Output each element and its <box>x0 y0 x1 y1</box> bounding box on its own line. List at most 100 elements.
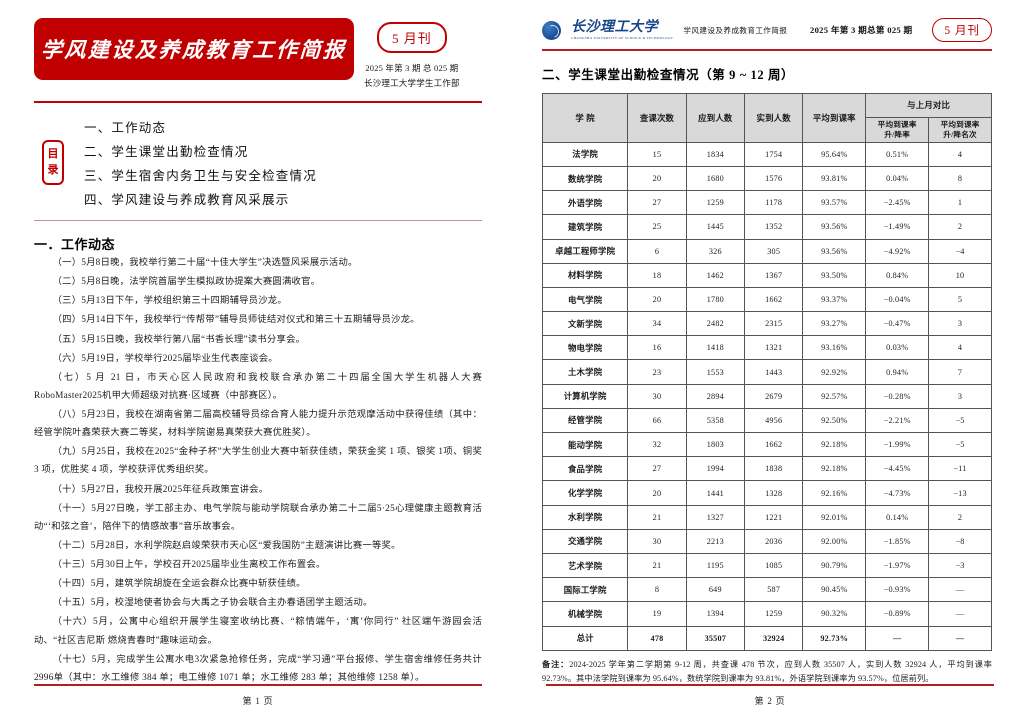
cell-value: 1553 <box>685 359 746 385</box>
cell-value: 19 <box>627 601 687 627</box>
masthead-meta: 5 月刊 2025 年第 3 期 总 025 期 长沙理工大学学生工作部 <box>364 18 460 89</box>
cell-value: 1259 <box>744 601 804 627</box>
cell-value: 1576 <box>744 165 804 192</box>
table-row: 计算机学院 30 2894 2679 92.57% −0.28% 3 <box>541 383 992 409</box>
cell-value: 4956 <box>744 407 804 434</box>
cell-college: 建筑学院 <box>541 214 629 240</box>
paragraph: （四）5月14日下午，我校举行“传帮带”辅导员师徒结对仪式和第三十五期辅导员沙龙… <box>52 315 420 326</box>
cell-value: 92.18% <box>802 432 867 458</box>
toc-item-2[interactable]: 二、学生课堂出勤检查情况 <box>84 145 249 159</box>
cell-value: 0.04% <box>865 165 930 192</box>
cell-value: 92.18% <box>802 456 867 482</box>
cell-college: 能动学院 <box>541 432 629 458</box>
cell-college: 计算机学院 <box>541 383 629 409</box>
cell-value: 1662 <box>744 286 804 313</box>
cell-value: 90.32% <box>802 601 867 627</box>
cell-value: 1754 <box>744 141 804 167</box>
cell-value: −2.45% <box>865 190 930 216</box>
table-row: 物电学院 16 1418 1321 93.16% 0.03% 4 <box>541 335 992 361</box>
cell-value: 2679 <box>744 383 804 409</box>
cell-value: 34 <box>627 311 687 337</box>
table-row: 外语学院 27 1259 1178 93.57% −2.45% 1 <box>541 190 992 216</box>
cell-college: 物电学院 <box>541 335 629 361</box>
cell-value: 1367 <box>744 262 804 288</box>
cell-value: 305 <box>744 238 804 264</box>
cell-value: 1221 <box>744 504 804 530</box>
table-row: 总计 478 35507 32924 92.73% — — <box>541 625 992 651</box>
cell-value: 15 <box>627 141 687 167</box>
section-heading-work-updates: 一．工作动态 <box>34 237 116 252</box>
cell-value: 20 <box>627 165 687 192</box>
table-of-contents: 目 录 一、工作动态 二、学生课堂出勤检查情况 三、学生宿舍内务卫生与安全检查情… <box>34 117 482 208</box>
col-header-checks: 查课次数 <box>627 92 687 143</box>
page-right-header: 长沙理工大学 CHANGSHA UNIVERSITY OF SCIENCE & … <box>542 18 992 42</box>
issue-month-badge: 5 月刊 <box>376 22 447 53</box>
attendance-note: 备注：2024-2025 学年第二学期第 9-12 周，共查课 478 节次，应… <box>542 658 992 687</box>
cell-value: 35507 <box>685 625 746 651</box>
cell-value: 92.00% <box>802 528 867 554</box>
cell-value: 1328 <box>744 480 804 506</box>
cell-value: 27 <box>627 456 687 482</box>
cell-value: 478 <box>627 625 687 651</box>
cell-value: 92.01% <box>802 504 867 530</box>
cell-value: −2.21% <box>865 407 930 434</box>
table-row: 电气学院 20 1780 1662 93.37% −0.04% 5 <box>541 286 992 313</box>
cell-value: 1680 <box>685 165 746 192</box>
toc-list: 一、工作动态 二、学生课堂出勤检查情况 三、学生宿舍内务卫生与安全检查情况 四、… <box>78 117 317 208</box>
attendance-table-head: 学 院 查课次数 应到人数 实到人数 平均到课率 与上月对比 平均到课率 升/降… <box>541 92 992 143</box>
cell-value: 2 <box>928 504 992 530</box>
paragraph: （九）5月25日，我校在2025“金种子杯”大学生创业大赛中斩获佳绩，荣获金奖 … <box>34 447 482 476</box>
cell-value: 1443 <box>744 359 804 385</box>
cell-value: 1321 <box>744 335 804 361</box>
cell-value: 2894 <box>685 383 746 409</box>
toc-item-3[interactable]: 三、学生宿舍内务卫生与安全检查情况 <box>84 169 317 183</box>
attendance-table: 学 院 查课次数 应到人数 实到人数 平均到课率 与上月对比 平均到课率 升/降… <box>541 92 992 651</box>
table-row: 交通学院 30 2213 2036 92.00% −1.85% −8 <box>541 528 992 554</box>
cell-value: 0.03% <box>865 335 930 361</box>
page-left: 学风建设及养成教育工作简报 5 月刊 2025 年第 3 期 总 025 期 长… <box>34 18 482 706</box>
cell-value: −1.85% <box>865 528 930 554</box>
cell-value: 2482 <box>685 311 746 337</box>
cell-value: 16 <box>627 335 687 361</box>
cell-value: −13 <box>928 480 992 506</box>
col-header-avg-rate: 平均到课率 <box>802 92 867 143</box>
cell-college: 法学院 <box>541 141 629 167</box>
cell-value: 1780 <box>685 286 746 313</box>
masthead-title-plate: 学风建设及养成教育工作简报 <box>34 18 354 80</box>
university-logo-text: 长沙理工大学 CHANGSHA UNIVERSITY OF SCIENCE & … <box>571 20 673 40</box>
page-title: 学风建设及养成教育工作简报 <box>40 37 348 62</box>
cell-value: 0.94% <box>865 359 930 385</box>
col-header-actual: 实到人数 <box>744 92 804 143</box>
cell-value: 1662 <box>744 432 804 458</box>
table-row: 机械学院 19 1394 1259 90.32% −0.89% — <box>541 601 992 627</box>
cell-value: 0.14% <box>865 504 930 530</box>
paragraph: （二）5月8日晚，法学院首届学生模拟政协提案大赛圆满收官。 <box>52 277 321 288</box>
paragraph: （十四）5月，建筑学院胡旋在全运会群众比赛中斩获佳绩。 <box>52 579 306 590</box>
paragraph: （六）5月19日，学校举行2025届毕业生代表座谈会。 <box>52 353 278 364</box>
university-name-cn: 长沙理工大学 <box>571 19 658 36</box>
cell-value: −0.04% <box>865 286 930 313</box>
cell-value: 90.79% <box>802 552 867 579</box>
paragraph: （十一）5月27日晚，学工部主办、电气学院与能动学院联合承办第二十二届5·25心… <box>34 503 482 532</box>
col-header-rank-change-line2: 升/降名次 <box>943 129 977 139</box>
page-right-footer: 第 2 页 <box>546 684 994 707</box>
cell-value: 93.16% <box>802 335 867 361</box>
cell-college: 土木学院 <box>541 359 629 385</box>
cell-value: −1.97% <box>865 552 930 579</box>
cell-value: 6 <box>627 238 687 264</box>
cell-value: 30 <box>627 383 687 409</box>
cell-value: 1085 <box>744 552 804 579</box>
cell-value: 1178 <box>744 190 804 216</box>
cell-value: 1834 <box>685 141 746 167</box>
table-row: 建筑学院 25 1445 1352 93.56% −1.49% 2 <box>541 214 992 240</box>
cell-value: 30 <box>627 528 687 554</box>
table-row: 能动学院 32 1803 1662 92.18% −1.99% −5 <box>541 432 992 458</box>
toc-divider <box>34 220 482 221</box>
col-header-rate-change-line2: 升/降率 <box>884 129 911 139</box>
toc-item-1[interactable]: 一、工作动态 <box>84 121 167 135</box>
issue-info: 2025 年第 3 期总第 025 期 <box>809 25 913 35</box>
toc-item-4[interactable]: 四、学风建设与养成教育风采展示 <box>84 193 290 207</box>
paragraph: （十）5月27日，我校开展2025年征兵政策宣讲会。 <box>52 484 269 495</box>
cell-value: 95.64% <box>802 141 867 167</box>
cell-value: 4 <box>928 141 992 167</box>
